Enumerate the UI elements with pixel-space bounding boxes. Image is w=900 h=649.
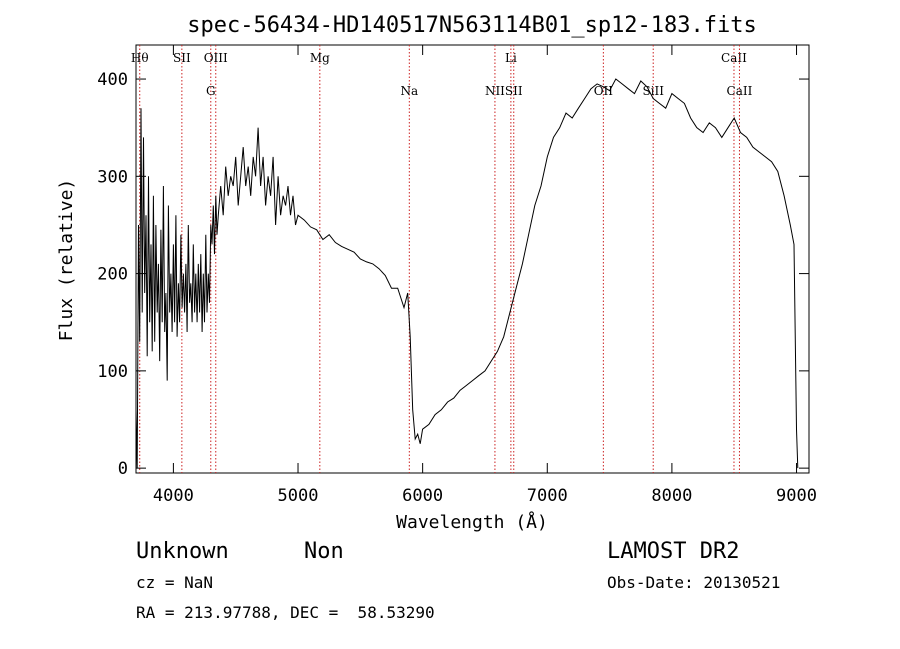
x-axis-label: Wavelength (Å) xyxy=(396,511,548,533)
x-tick-label: 5000 xyxy=(278,486,319,506)
spectral-line-label: G xyxy=(206,84,216,98)
object-class: Unknown xyxy=(136,539,229,564)
object-subclass: Non xyxy=(304,539,344,564)
spectral-line-label: Hθ xyxy=(131,51,149,65)
spectral-line-label: SII xyxy=(173,51,191,65)
x-tick-label: 4000 xyxy=(153,486,194,506)
spectral-line-label: Li xyxy=(505,51,517,65)
y-tick-label: 400 xyxy=(97,70,128,90)
spectral-line-label: OII xyxy=(594,84,614,98)
spectral-line-label: CaII xyxy=(721,51,747,65)
y-tick-label: 300 xyxy=(97,167,128,187)
y-tick-label: 0 xyxy=(118,459,128,479)
y-tick-label: 100 xyxy=(97,362,128,382)
spectral-line-label: Mg xyxy=(310,51,330,65)
x-tick-label: 6000 xyxy=(402,486,443,506)
axis-ticks: 4000 5000 6000 7000 8000 9000 0 100 200 300 400 xyxy=(97,45,817,506)
spectral-line-label: Na xyxy=(400,84,418,98)
spectral-line-label: OIII xyxy=(204,51,228,65)
spectral-line-label: CaII xyxy=(727,84,753,98)
obs-date: Obs-Date: 20130521 xyxy=(607,573,781,592)
y-axis-label: Flux (relative) xyxy=(56,179,77,342)
spectral-line-label: NII xyxy=(485,84,505,98)
chart-title: spec-56434-HD140517N563114B01_sp12-183.f… xyxy=(187,13,757,38)
survey-label: LAMOST DR2 xyxy=(607,539,740,564)
spectrum-series-line xyxy=(135,78,799,469)
spectral-line-label: SII xyxy=(505,84,523,98)
plot-frame xyxy=(135,44,810,474)
cz-value: cz = NaN xyxy=(136,573,214,592)
y-tick-label: 200 xyxy=(97,265,128,285)
x-tick-label: 8000 xyxy=(651,486,692,506)
ra-dec-coordinates: RA = 213.97788, DEC = 58.53290 xyxy=(136,603,435,622)
x-tick-label: 7000 xyxy=(527,486,568,506)
x-tick-label: 9000 xyxy=(776,486,817,506)
